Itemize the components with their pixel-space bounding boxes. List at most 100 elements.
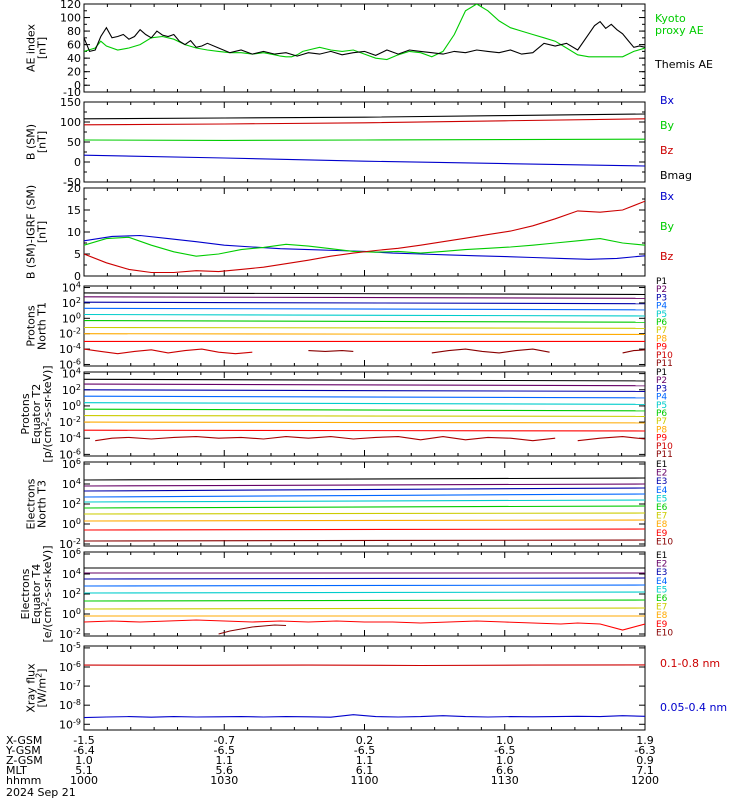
series-line [84, 378, 645, 382]
series-line [84, 333, 645, 336]
series-line [84, 591, 645, 594]
y-tick-label: 10-6 [59, 357, 81, 372]
legend-entry: P11 [656, 450, 673, 460]
y-axis-label: [p/(cm2-s-sr-keV)] [40, 365, 55, 462]
footer-value: 6.6 [496, 764, 514, 777]
y-tick-label: 10-7 [59, 679, 81, 694]
legend-entry: P5 [656, 401, 667, 411]
series-line [84, 154, 645, 167]
series-line [84, 320, 645, 323]
series-line [84, 664, 645, 667]
y-tick-label: 15 [67, 204, 81, 217]
series-line [84, 389, 645, 392]
y-tick-label: 100 [62, 517, 81, 532]
series-line [84, 234, 645, 260]
footer-value: 1.0 [75, 754, 93, 767]
legend-entry: E8 [656, 520, 668, 530]
series-line [84, 429, 645, 432]
footer-value: 1.9 [636, 734, 654, 747]
legend-entry: E7 [656, 512, 667, 522]
y-tick-label: 104 [62, 567, 81, 582]
y-axis-label: Equator T2 [30, 384, 43, 444]
y-tick-label: 0 [74, 156, 81, 169]
y-tick-label: 10-2 [59, 326, 81, 341]
panel-frame [83, 645, 646, 731]
footer-value: 1130 [491, 774, 519, 787]
series-line [84, 301, 645, 305]
series-line [84, 313, 645, 317]
footer-value: 0.9 [636, 754, 654, 767]
y-tick-label: 10-6 [59, 447, 81, 462]
series-line [84, 487, 645, 492]
footer-value: 5.1 [75, 764, 93, 777]
series-line [84, 619, 645, 631]
series-line [84, 477, 645, 481]
legend-entry: E10 [656, 628, 673, 638]
legend-entry: P10 [656, 351, 673, 361]
y-axis-label: Electrons [19, 568, 32, 619]
footer-value: 0.2 [356, 734, 374, 747]
legend-entry: E3 [656, 568, 667, 578]
legend-entry: Bx [660, 94, 675, 107]
time-axis-footer: X-GSMY-GSMZ-GSMMLThhmm-1.5-6.41.05.11000… [5, 734, 659, 799]
legend-entry: E5 [656, 494, 667, 504]
y-axis-label: Protons [19, 393, 32, 434]
footer-value: 5.6 [216, 764, 234, 777]
y-tick-label: -50 [63, 176, 81, 189]
footer-row-label: Y-GSM [5, 744, 41, 757]
series-group [84, 113, 645, 167]
footer-value: 1.0 [496, 754, 514, 767]
series-line [84, 408, 645, 412]
y-tick-label: 5 [74, 248, 81, 261]
footer-value: 1200 [631, 774, 659, 787]
legend-entry: E4 [656, 577, 668, 587]
series-line [84, 599, 645, 602]
y-tick-label: 100 [60, 12, 81, 25]
series-line [84, 348, 253, 355]
series-line [218, 624, 287, 635]
footer-value: 1100 [351, 774, 379, 787]
legend-entry: P11 [656, 359, 673, 369]
legend-entry: E6 [656, 503, 668, 513]
legend-entry: Bmag [660, 169, 692, 182]
legend-entry: By [660, 119, 675, 132]
y-axis-label: Electrons [25, 478, 38, 529]
footer-value: -6.5 [354, 744, 375, 757]
series-line [84, 200, 645, 274]
legend-entry: P4 [656, 302, 667, 312]
footer-row-label: X-GSM [6, 734, 42, 747]
y-axis-label: North T1 [36, 302, 49, 350]
legend-entry: P1 [656, 368, 667, 378]
panel-xray: 10-5 10-6 10-7 10-8 10-9 Xray flux[W/m2] 0.1-0… [25, 640, 728, 731]
y-tick-label: 120 [60, 0, 81, 11]
legend-entry: Kyoto [655, 12, 686, 25]
y-axis-label: [nT] [36, 37, 49, 59]
series-line [84, 539, 645, 542]
legend-entry: P7 [656, 326, 667, 336]
legend-entry: P6 [656, 409, 667, 419]
y-tick-label: 10-5 [59, 640, 81, 655]
series-line [622, 349, 645, 354]
legend-entry: P3 [656, 293, 667, 303]
panel-frame [83, 101, 646, 183]
y-tick-label: 104 [62, 366, 81, 381]
y-tick-label: -10 [63, 86, 81, 99]
legend-entry: E4 [656, 486, 668, 496]
legend-entry: E7 [656, 603, 667, 613]
legend-entry: E1 [656, 460, 667, 470]
legend-entry: E2 [656, 560, 667, 570]
y-tick-label: 10-4 [59, 431, 81, 446]
panel-bigrf: 20 15 10 5 0 B (SM)-IGRF (SM)[nT] Bx By Bz [25, 182, 675, 283]
legend-entry: P9 [656, 343, 667, 353]
y-tick-label: 150 [60, 96, 81, 109]
footer-date: 2024 Sep 21 [6, 786, 76, 799]
y-tick-label: 10-8 [59, 698, 81, 713]
legend-entry: P5 [656, 310, 667, 320]
series-line [84, 326, 645, 329]
series-line [84, 296, 645, 299]
y-tick-label: 102 [62, 382, 81, 397]
